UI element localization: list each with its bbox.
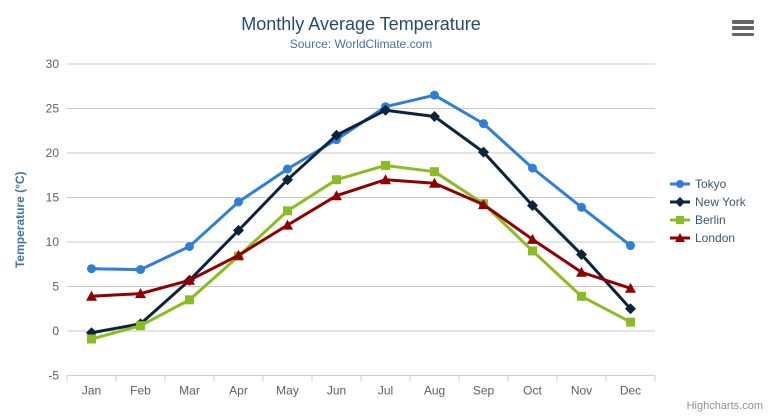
x-axis-tick-label: Nov bbox=[571, 384, 592, 398]
legend-symbol-marker bbox=[676, 180, 684, 188]
point-marker-new-york[interactable] bbox=[478, 146, 489, 158]
legend-item-new-york[interactable]: New York bbox=[670, 193, 746, 211]
point-marker-tokyo[interactable] bbox=[283, 164, 292, 174]
point-marker-london[interactable] bbox=[282, 219, 293, 230]
series-line-new-york bbox=[90, 108, 632, 335]
x-axis-tick-label: May bbox=[276, 384, 299, 398]
point-marker-tokyo[interactable] bbox=[234, 197, 243, 207]
legend-symbol-marker bbox=[675, 233, 685, 242]
point-marker-tokyo[interactable] bbox=[185, 241, 194, 251]
point-marker-london[interactable] bbox=[625, 282, 636, 293]
y-axis-tick-label: 30 bbox=[46, 57, 60, 71]
point-marker-tokyo[interactable] bbox=[479, 119, 488, 129]
x-axis-tick-label: Feb bbox=[130, 384, 151, 398]
point-marker-london[interactable] bbox=[233, 249, 244, 260]
legend-item-berlin[interactable]: Berlin bbox=[670, 211, 746, 229]
diamond-legend-icon bbox=[670, 197, 690, 207]
x-axis-tick-label: Aug bbox=[424, 384, 445, 398]
hamburger-icon bbox=[732, 26, 754, 30]
chart-title: Monthly Average Temperature bbox=[241, 14, 481, 34]
legend-label: London bbox=[695, 231, 736, 245]
point-marker-london[interactable] bbox=[576, 266, 587, 277]
point-marker-new-york[interactable] bbox=[625, 303, 636, 315]
point-marker-new-york[interactable] bbox=[576, 248, 587, 260]
point-marker-tokyo[interactable] bbox=[136, 265, 145, 275]
x-axis-tick-label: Mar bbox=[179, 384, 200, 398]
point-marker-berlin[interactable] bbox=[430, 167, 439, 177]
legend-symbol-marker bbox=[675, 197, 685, 207]
point-marker-london[interactable] bbox=[380, 174, 391, 185]
x-axis-tick-label: Dec bbox=[620, 384, 641, 398]
point-marker-berlin[interactable] bbox=[332, 175, 341, 185]
square-legend-icon bbox=[670, 216, 690, 224]
point-marker-berlin[interactable] bbox=[381, 160, 390, 170]
point-marker-berlin[interactable] bbox=[185, 295, 194, 305]
point-marker-london[interactable] bbox=[429, 177, 440, 188]
point-marker-new-york[interactable] bbox=[233, 224, 244, 236]
point-marker-berlin[interactable] bbox=[528, 246, 537, 256]
series-line-berlin bbox=[90, 163, 632, 341]
chart-subtitle: Source: WorldClimate.com bbox=[289, 37, 433, 51]
y-axis-tick-label: -5 bbox=[48, 369, 59, 383]
point-marker-tokyo[interactable] bbox=[528, 163, 537, 173]
point-marker-tokyo[interactable] bbox=[430, 90, 439, 100]
point-marker-new-york[interactable] bbox=[527, 200, 538, 212]
point-marker-berlin[interactable] bbox=[136, 321, 145, 331]
point-marker-tokyo[interactable] bbox=[87, 264, 96, 274]
x-axis-tick-label: Sep bbox=[473, 384, 495, 398]
hamburger-icon bbox=[732, 20, 754, 24]
x-axis-tick-label: Apr bbox=[229, 384, 248, 398]
point-marker-london[interactable] bbox=[135, 288, 146, 299]
legend-item-london[interactable]: London bbox=[670, 229, 746, 247]
x-axis-tick-label: Jul bbox=[378, 384, 393, 398]
point-marker-berlin[interactable] bbox=[577, 291, 586, 301]
point-marker-tokyo[interactable] bbox=[626, 241, 635, 251]
y-axis-tick-label: 15 bbox=[46, 191, 60, 205]
point-marker-new-york[interactable] bbox=[429, 111, 440, 123]
y-axis-tick-label: 10 bbox=[46, 235, 60, 249]
y-axis-tick-label: 5 bbox=[52, 280, 59, 294]
point-marker-new-york[interactable] bbox=[282, 174, 293, 186]
credits-link[interactable]: Highcharts.com bbox=[686, 400, 763, 412]
legend-label: New York bbox=[695, 195, 746, 209]
legend-label: Berlin bbox=[695, 213, 726, 227]
x-axis-tick-label: Jun bbox=[327, 384, 346, 398]
point-marker-london[interactable] bbox=[86, 290, 97, 301]
x-axis-tick-label: Jan bbox=[82, 384, 101, 398]
circle-legend-icon bbox=[670, 180, 690, 188]
legend-label: Tokyo bbox=[695, 177, 727, 191]
legend: Tokyo New York Berlin London bbox=[670, 175, 746, 247]
point-marker-london[interactable] bbox=[184, 274, 195, 285]
point-marker-new-york[interactable] bbox=[331, 129, 342, 141]
y-axis-tick-label: 0 bbox=[52, 324, 59, 338]
series-line-london bbox=[90, 178, 632, 298]
legend-symbol-marker bbox=[676, 216, 684, 224]
point-marker-berlin[interactable] bbox=[626, 317, 635, 327]
x-axis-tick-label: Oct bbox=[523, 384, 542, 398]
y-axis-tick-label: 25 bbox=[46, 102, 60, 116]
y-axis-title: Temperature (°C) bbox=[13, 171, 27, 268]
point-marker-new-york[interactable] bbox=[380, 104, 391, 116]
y-axis-tick-label: 20 bbox=[46, 146, 60, 160]
export-menu-button[interactable] bbox=[732, 20, 754, 36]
hamburger-icon bbox=[732, 32, 754, 36]
point-marker-berlin[interactable] bbox=[87, 334, 96, 344]
point-marker-berlin[interactable] bbox=[283, 206, 292, 216]
triangle-legend-icon bbox=[670, 233, 690, 242]
point-marker-tokyo[interactable] bbox=[577, 202, 586, 212]
point-marker-london[interactable] bbox=[331, 190, 342, 201]
point-marker-london[interactable] bbox=[527, 233, 538, 244]
legend-item-tokyo[interactable]: Tokyo bbox=[670, 175, 746, 193]
point-marker-london[interactable] bbox=[478, 199, 489, 210]
